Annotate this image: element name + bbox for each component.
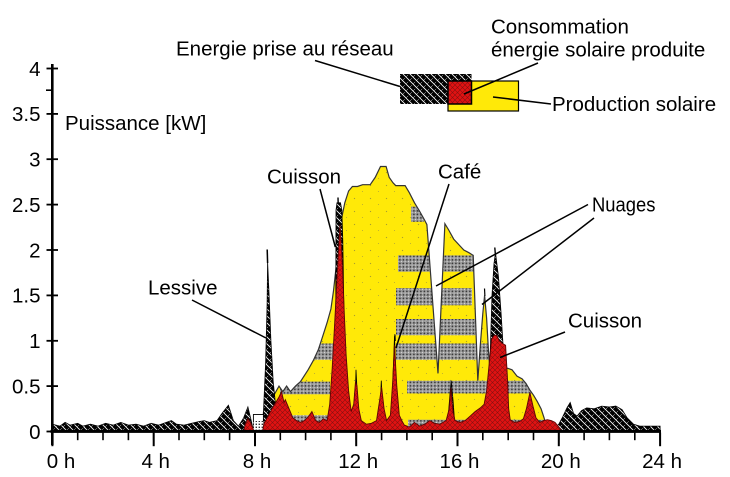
- svg-text:3.5: 3.5: [12, 103, 41, 126]
- svg-text:Puissance [kW]: Puissance [kW]: [65, 112, 206, 135]
- svg-text:0.5: 0.5: [12, 375, 41, 398]
- svg-text:énergie solaire produite: énergie solaire produite: [491, 39, 705, 62]
- svg-text:4: 4: [29, 58, 40, 81]
- svg-text:Cuisson: Cuisson: [568, 310, 642, 333]
- svg-text:2: 2: [29, 239, 40, 262]
- svg-text:0: 0: [29, 421, 40, 444]
- svg-text:8 h: 8 h: [243, 450, 272, 473]
- svg-text:Nuages: Nuages: [592, 194, 656, 217]
- svg-text:Production solaire: Production solaire: [552, 93, 716, 116]
- svg-text:1: 1: [29, 330, 40, 353]
- svg-text:12 h: 12 h: [338, 450, 378, 473]
- svg-text:20 h: 20 h: [541, 450, 581, 473]
- svg-text:Consommation: Consommation: [491, 16, 629, 39]
- svg-text:16 h: 16 h: [440, 450, 480, 473]
- svg-text:Café: Café: [438, 161, 481, 184]
- svg-text:Energie prise au réseau: Energie prise au réseau: [176, 38, 394, 61]
- svg-text:3: 3: [29, 149, 40, 172]
- svg-text:2.5: 2.5: [12, 194, 41, 217]
- svg-text:4 h: 4 h: [141, 450, 170, 473]
- svg-text:Cuisson: Cuisson: [267, 166, 341, 189]
- svg-text:0 h: 0 h: [47, 450, 76, 473]
- svg-text:24 h: 24 h: [642, 450, 682, 473]
- svg-text:1.5: 1.5: [12, 285, 41, 308]
- svg-text:Lessive: Lessive: [148, 277, 218, 300]
